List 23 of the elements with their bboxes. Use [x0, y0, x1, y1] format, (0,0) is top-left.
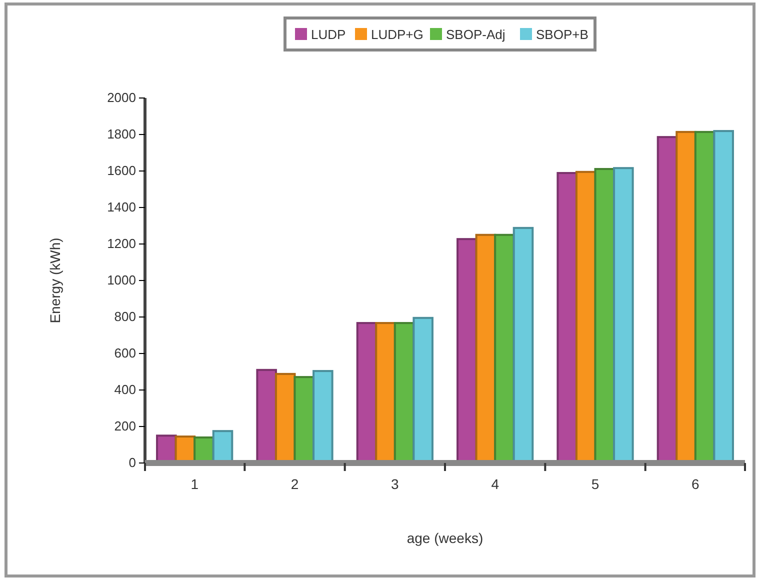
legend-label: LUDP+G [371, 27, 424, 42]
y-tick-label: 1000 [107, 272, 136, 288]
y-tick-label: 800 [114, 309, 136, 324]
y-tick-label: 2000 [107, 90, 136, 106]
legend-label: LUDP [311, 27, 346, 42]
legend-label: SBOP-Adj [446, 27, 506, 42]
x-tick-label: 2 [290, 476, 299, 492]
x-tick-label: 5 [591, 476, 600, 492]
y-tick-label: 1200 [107, 236, 136, 252]
y-tick-label: 200 [114, 418, 136, 434]
y-tick-label: 1800 [107, 126, 136, 142]
y-tick-label: 400 [114, 382, 136, 398]
y-tick-label: 1600 [107, 163, 136, 178]
x-tick-label: 4 [491, 476, 500, 492]
x-tick-label: 1 [190, 476, 199, 492]
y-tick-label: 600 [114, 346, 136, 361]
y-tick-label: 1400 [107, 200, 136, 215]
x-tick-label: 3 [391, 476, 400, 492]
x-tick-label: 6 [692, 476, 700, 492]
y-tick-label: 0 [128, 455, 136, 470]
y-axis-title: Energy (kWh) [47, 238, 63, 324]
x-axis-title: age (weeks) [406, 530, 484, 546]
legend-label: SBOP+B [536, 27, 588, 42]
